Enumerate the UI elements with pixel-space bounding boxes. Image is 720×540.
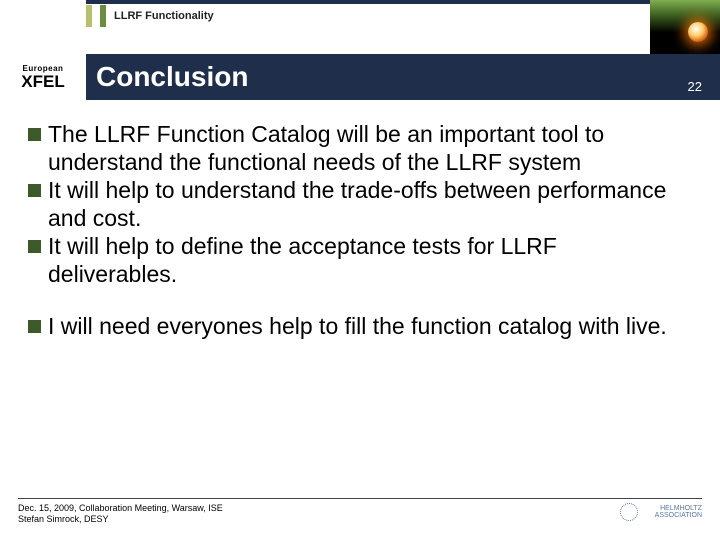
- slide-footer: Dec. 15, 2009, Collaboration Meeting, Wa…: [18, 498, 702, 526]
- bullet-text: It will help to define the acceptance te…: [48, 232, 692, 288]
- breadcrumb-box-1: [86, 5, 92, 27]
- top-strip: LLRF Functionality: [0, 0, 720, 54]
- title-bar: European XFEL Conclusion 22: [0, 54, 720, 100]
- bullet-square-icon: [28, 240, 41, 253]
- bullet-text: The LLRF Function Catalog will be an imp…: [48, 120, 692, 176]
- bullet-square-icon: [28, 184, 41, 197]
- footer-line2: Stefan Simrock, DESY: [18, 514, 223, 526]
- slide-title: Conclusion: [96, 61, 688, 93]
- desy-logo-icon: [620, 503, 638, 521]
- bullet-text: I will need everyones help to fill the f…: [48, 312, 692, 340]
- page-number: 22: [688, 79, 702, 94]
- slide-body: The LLRF Function Catalog will be an imp…: [28, 120, 692, 480]
- bullet-square-icon: [28, 320, 41, 333]
- bullet-square-icon: [28, 128, 41, 141]
- bullet-text: It will help to understand the trade-off…: [48, 176, 692, 232]
- bullet-item: I will need everyones help to fill the f…: [28, 312, 692, 340]
- footer-line1: Dec. 15, 2009, Collaboration Meeting, Wa…: [18, 503, 223, 515]
- xfel-logo: European XFEL: [0, 54, 86, 100]
- bulb-icon: [688, 22, 708, 42]
- footer-text: Dec. 15, 2009, Collaboration Meeting, Wa…: [18, 503, 223, 526]
- breadcrumb-box-2: [100, 5, 106, 27]
- bullet-item: It will help to understand the trade-off…: [28, 176, 692, 232]
- helmholtz-logo: HELMHOLTZ ASSOCIATION: [652, 503, 702, 521]
- footer-logos: HELMHOLTZ ASSOCIATION: [620, 503, 702, 521]
- footer-row: Dec. 15, 2009, Collaboration Meeting, Wa…: [18, 503, 702, 526]
- bullet-group-1: The LLRF Function Catalog will be an imp…: [28, 120, 692, 288]
- logo-bottom-text: XFEL: [21, 73, 64, 90]
- corner-decorative-image: [650, 0, 720, 54]
- bullet-group-2: I will need everyones help to fill the f…: [28, 312, 692, 340]
- breadcrumb: LLRF Functionality: [86, 4, 214, 28]
- breadcrumb-text: LLRF Functionality: [114, 10, 214, 22]
- bullet-item: It will help to define the acceptance te…: [28, 232, 692, 288]
- footer-divider: [18, 498, 702, 499]
- bullet-item: The LLRF Function Catalog will be an imp…: [28, 120, 692, 176]
